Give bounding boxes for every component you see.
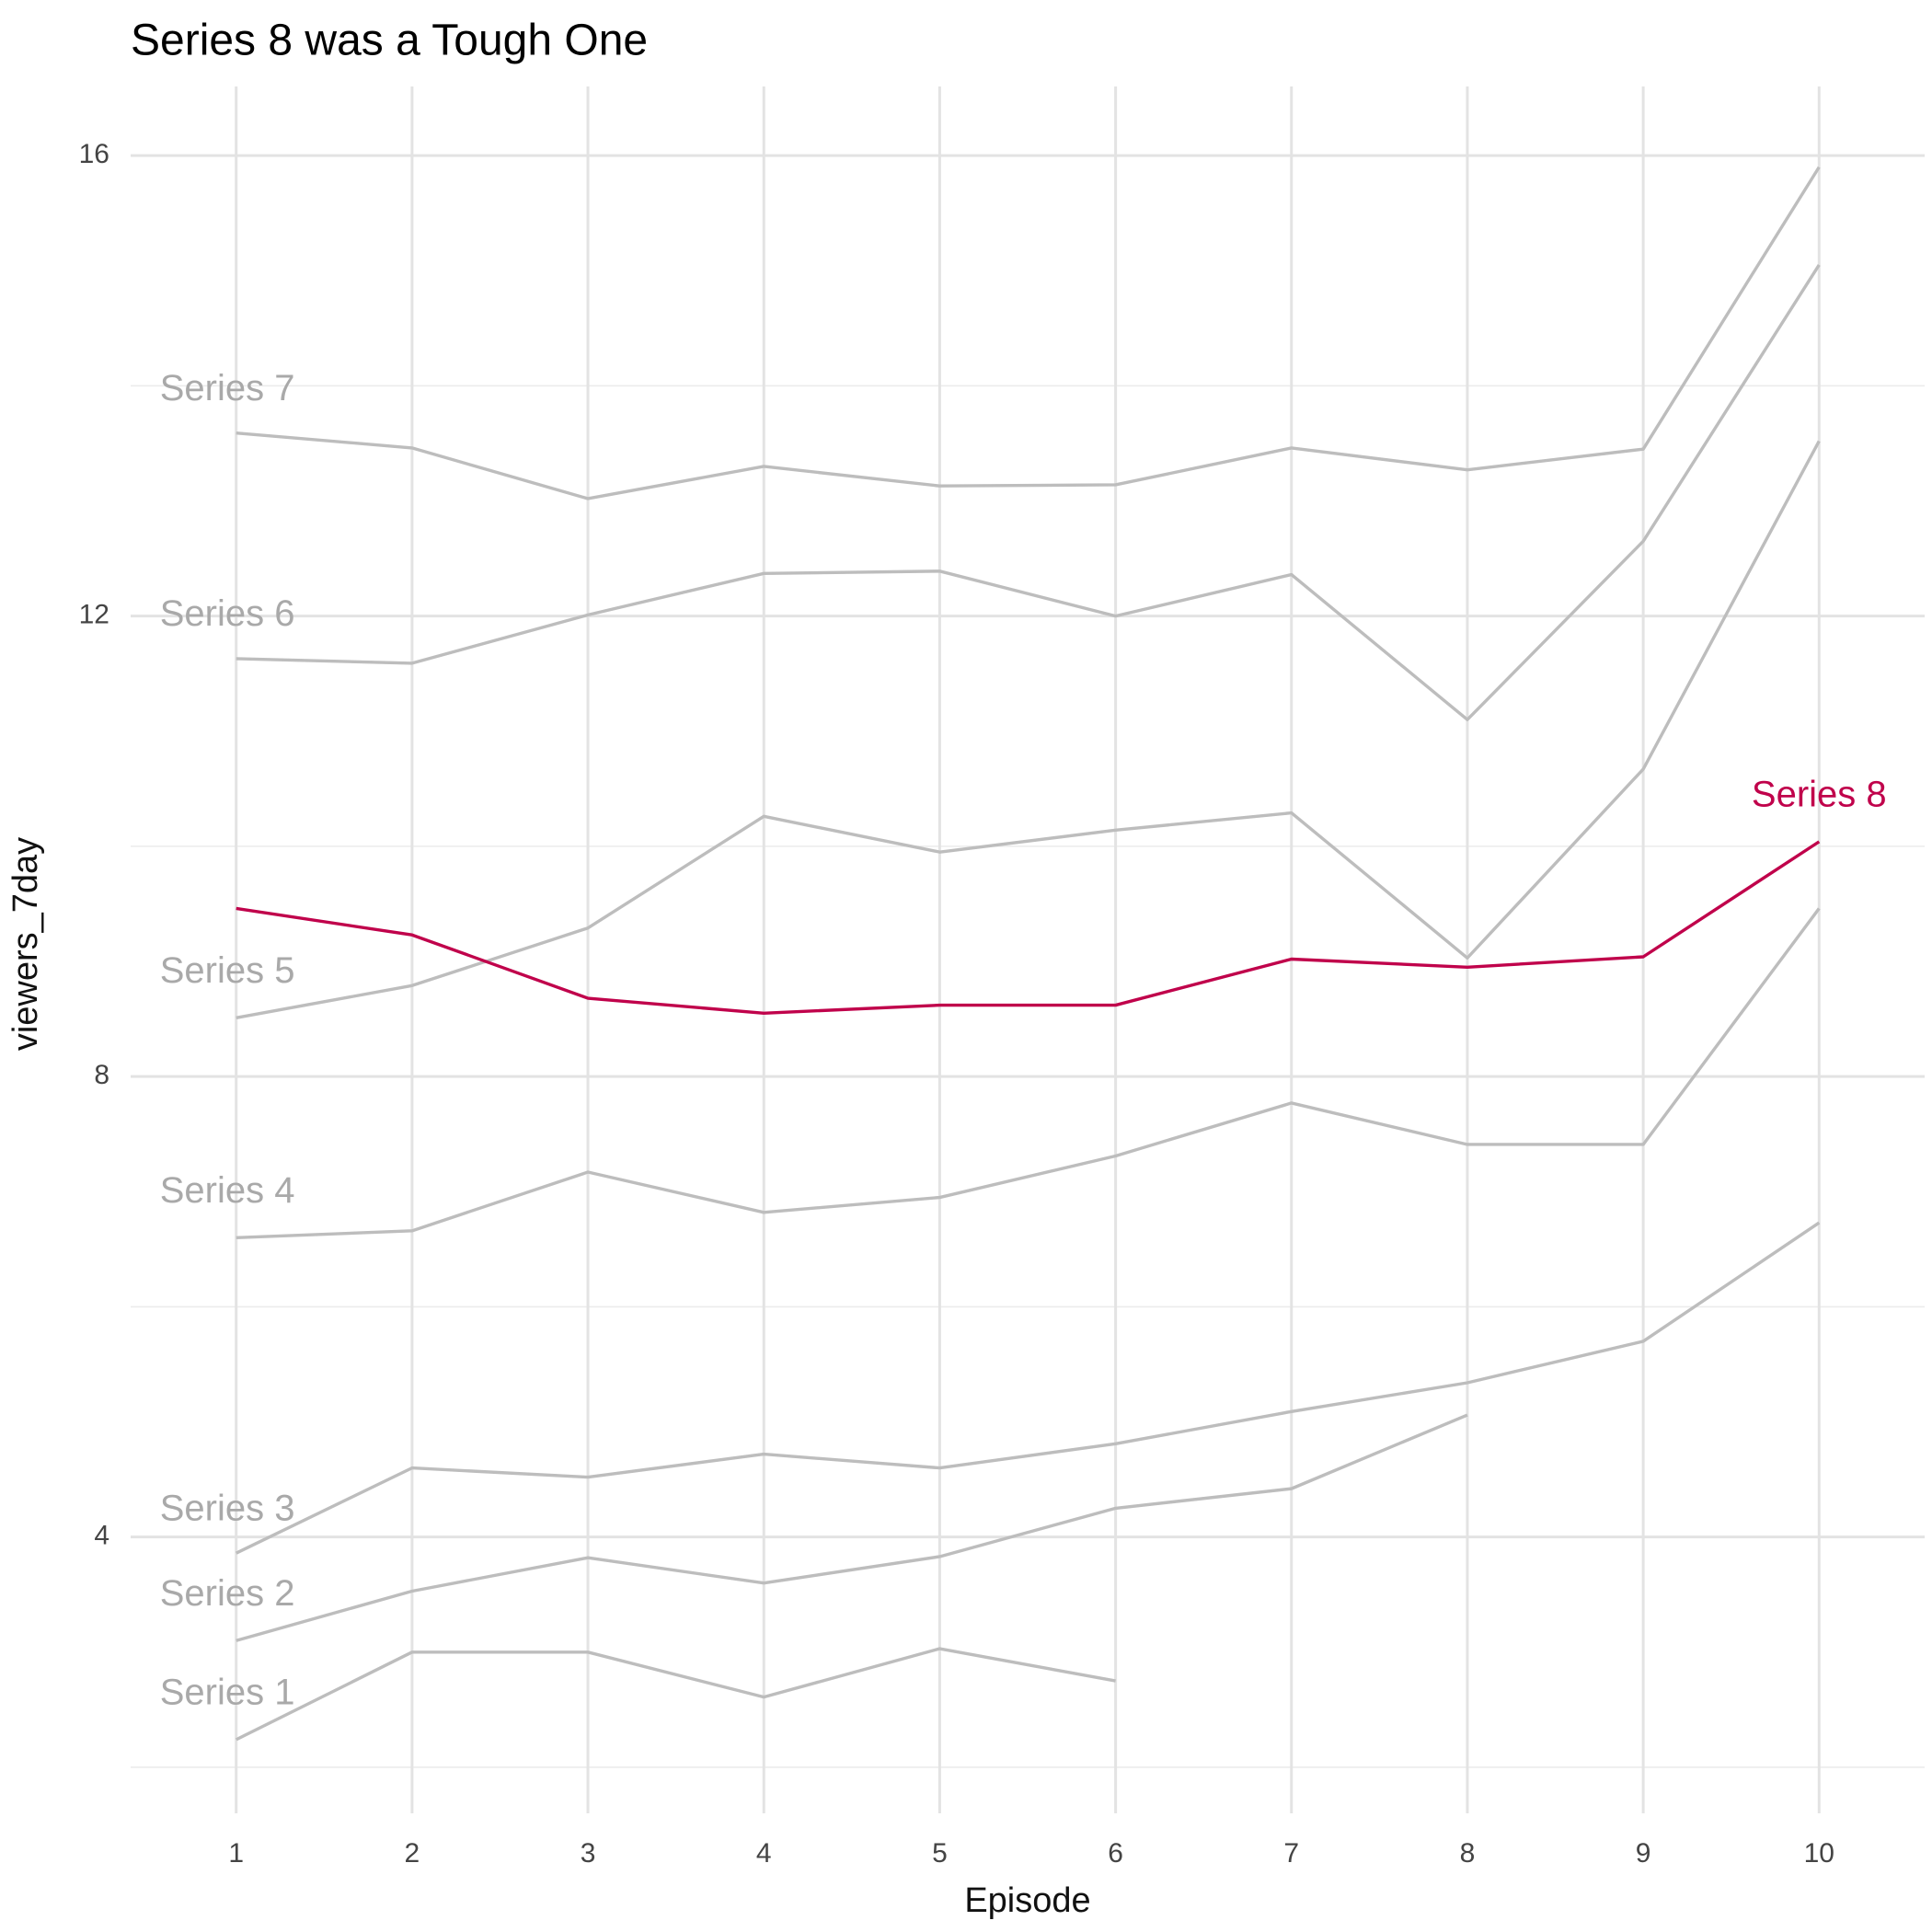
x-tick-label: 10 [1804,1838,1834,1869]
series-label: Series 7 [160,368,295,408]
x-tick-label: 1 [228,1838,244,1869]
series-label: Series 8 [1752,775,1887,815]
x-tick-label: 9 [1636,1838,1651,1869]
x-tick-label: 5 [932,1838,948,1869]
x-tick-label: 7 [1283,1838,1299,1869]
x-axis-title: Episode [964,1881,1090,1920]
series-label: Series 4 [160,1170,295,1211]
series-label: Series 1 [160,1673,295,1713]
series-line [235,1221,1821,1555]
y-tick-label: 12 [79,600,109,630]
chart-title: Series 8 was a Tough One [131,17,648,65]
series-line [236,264,1821,721]
series-line [236,907,1821,1240]
x-tick-label: 4 [756,1838,772,1869]
x-tick-label: 3 [581,1838,596,1869]
y-tick-label: 16 [79,139,109,169]
series-line [236,166,1821,500]
series-line [236,1413,1468,1642]
series-label: Series 3 [160,1488,295,1528]
series-label: Series 6 [160,593,295,634]
y-tick-label: 8 [94,1060,109,1090]
y-axis-title: viewers_7day [6,837,45,1051]
x-tick-label: 8 [1460,1838,1476,1869]
series-line [236,840,1821,1016]
series-label: Series 5 [160,950,295,991]
y-tick-label: 4 [94,1521,109,1551]
x-tick-label: 6 [1108,1838,1123,1869]
series-line [236,440,1821,1020]
series-label: Series 2 [160,1573,295,1614]
series-line [235,1647,1116,1742]
x-tick-label: 2 [405,1838,420,1869]
